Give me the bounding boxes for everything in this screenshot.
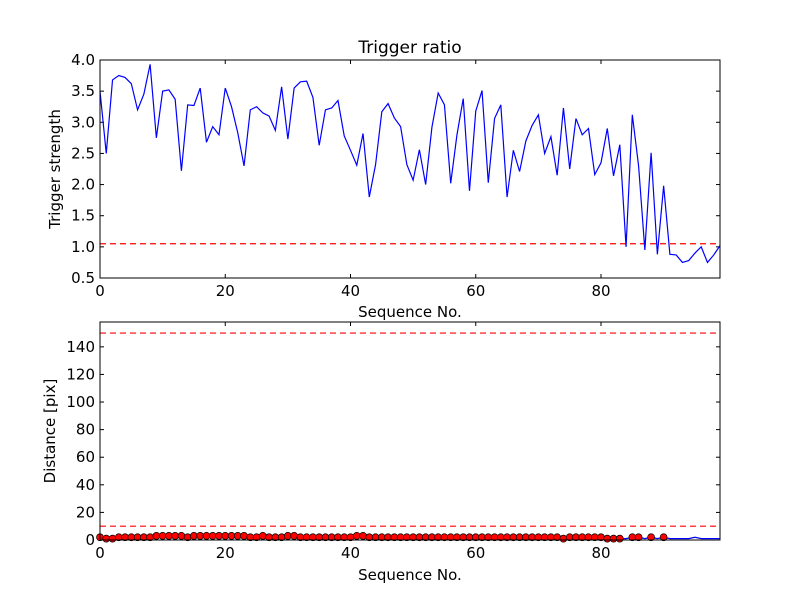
- distance-marker: [559, 534, 568, 543]
- distance-marker: [108, 534, 117, 543]
- y-tick-label: 4.0: [71, 51, 95, 69]
- bottom-threshold-group: [100, 332, 720, 527]
- bottom-series-group: [96, 532, 720, 543]
- bottom-y-axis-label: Distance [pix]: [41, 379, 59, 484]
- x-tick-label: 0: [95, 544, 105, 562]
- top-axis-ticks: 0 20 40 60 80 0.5 1.0 1.5 2.0 2.5 3.0 3.5 4.0: [71, 51, 720, 300]
- top-x-axis-label: Sequence No.: [358, 303, 462, 321]
- x-tick-label: 80: [591, 282, 610, 300]
- bottom-plot-area: [100, 322, 720, 540]
- x-tick-label: 40: [341, 282, 360, 300]
- y-tick-label: 0.5: [71, 269, 95, 287]
- y-tick-label: 2.0: [71, 176, 95, 194]
- trigger-strength-line: [99, 64, 721, 264]
- x-tick-label: 60: [466, 544, 485, 562]
- trigger-ratio-plot: 0 20 40 60 80 0.5 1.0 1.5 2.0 2.5 3.0 3.5 4.0 Trigge…: [46, 38, 721, 321]
- top-plot-area: [100, 60, 720, 278]
- y-tick-label: 1.0: [71, 238, 95, 256]
- y-tick-label: 80: [76, 421, 95, 439]
- distance-marker: [659, 533, 668, 542]
- y-tick-label: 2.5: [71, 144, 95, 162]
- chart-title: Trigger ratio: [357, 38, 461, 58]
- distance-marker: [258, 532, 267, 540]
- x-tick-label: 40: [341, 544, 360, 562]
- y-tick-label: 40: [76, 476, 95, 494]
- x-tick-label: 80: [591, 544, 610, 562]
- top-series-group: [99, 64, 721, 264]
- y-tick-label: 3.5: [71, 82, 95, 100]
- distance-marker: [177, 532, 186, 540]
- y-tick-label: 60: [76, 448, 95, 466]
- y-tick-label: 100: [66, 393, 95, 411]
- y-tick-label: 140: [66, 338, 95, 356]
- distance-marker: [359, 532, 367, 540]
- bottom-plot-border: [99, 321, 721, 541]
- x-tick-label: 0: [95, 282, 105, 300]
- distance-marker: [647, 533, 655, 542]
- y-tick-label: 3.0: [71, 113, 95, 131]
- y-tick-label: 1.5: [71, 207, 95, 225]
- top-y-axis-label: Trigger strength: [46, 109, 64, 230]
- distance-marker: [634, 533, 643, 542]
- x-tick-label: 60: [466, 282, 485, 300]
- bottom-x-axis-label: Sequence No.: [358, 566, 462, 584]
- x-tick-label: 20: [216, 282, 235, 300]
- bottom-axis-ticks: 0 20 40 60 80 0 20 40 60 80 100 120 140: [66, 322, 720, 562]
- x-tick-label: 20: [216, 544, 235, 562]
- distance-marker: [615, 534, 624, 543]
- y-tick-label: 120: [66, 365, 95, 383]
- top-plot-border: [99, 59, 721, 279]
- distance-marker: [290, 532, 298, 540]
- y-tick-label: 0: [85, 531, 95, 549]
- y-tick-label: 20: [76, 503, 95, 521]
- distance-plot: 0 20 40 60 80 0 20 40 60 80 100 120 140 Sequence No.…: [41, 321, 721, 584]
- distance-marker: [240, 532, 248, 540]
